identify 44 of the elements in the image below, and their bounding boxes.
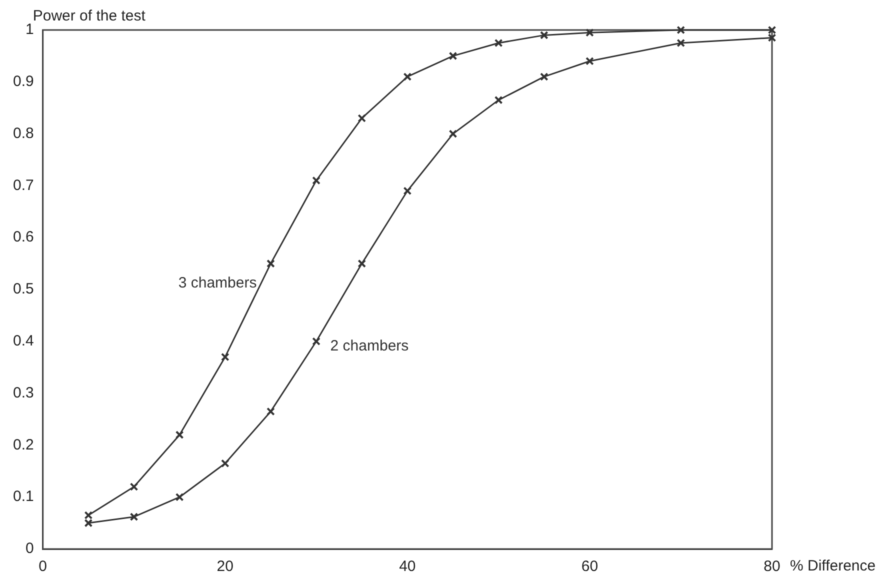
point: [676, 38, 686, 48]
series-label: 2 chambers: [330, 338, 409, 355]
x-tick-label: 60: [581, 558, 598, 576]
y-tick-label: 0.7: [12, 176, 34, 194]
point: [586, 28, 594, 37]
point: [358, 114, 366, 122]
y-axis-title: Power of the test: [32, 8, 146, 25]
y-tick-label: 0: [26, 540, 34, 558]
point: [220, 352, 230, 362]
y-tick-label: 0.3: [12, 384, 34, 402]
y-tick-label: 0.5: [12, 280, 34, 298]
point: [175, 430, 184, 439]
y-tick-label: 0.9: [12, 73, 34, 90]
point: [676, 26, 686, 34]
point: [266, 259, 275, 268]
point: [403, 186, 412, 196]
point: [175, 492, 184, 502]
x-axis-title: % Difference: [790, 558, 876, 575]
point: [266, 407, 275, 416]
y-tick-label: 0.6: [12, 228, 34, 246]
point: [220, 459, 230, 468]
point: [586, 56, 594, 66]
x-tick-label: 80: [764, 558, 780, 576]
y-tick-label: 1: [26, 21, 34, 38]
point: [494, 96, 503, 104]
x-tick-label: 0: [38, 558, 48, 576]
point: [130, 482, 138, 491]
point: [130, 512, 138, 522]
point: [448, 52, 458, 60]
y-tick-label: 0.4: [12, 332, 34, 350]
point: [358, 259, 366, 268]
point: [494, 38, 503, 48]
x-tick-label: 20: [216, 558, 234, 576]
point: [312, 337, 320, 346]
point: [403, 72, 412, 81]
y-tick-label: 0.8: [12, 124, 34, 142]
point: [540, 31, 548, 40]
x-tick-label: 40: [399, 558, 416, 576]
y-tick-label: 0.2: [12, 436, 34, 454]
point: [540, 72, 548, 81]
point: [448, 130, 458, 138]
y-tick-label: 0.1: [12, 488, 34, 506]
series-label: 3 chambers: [178, 274, 257, 292]
point: [312, 176, 320, 185]
